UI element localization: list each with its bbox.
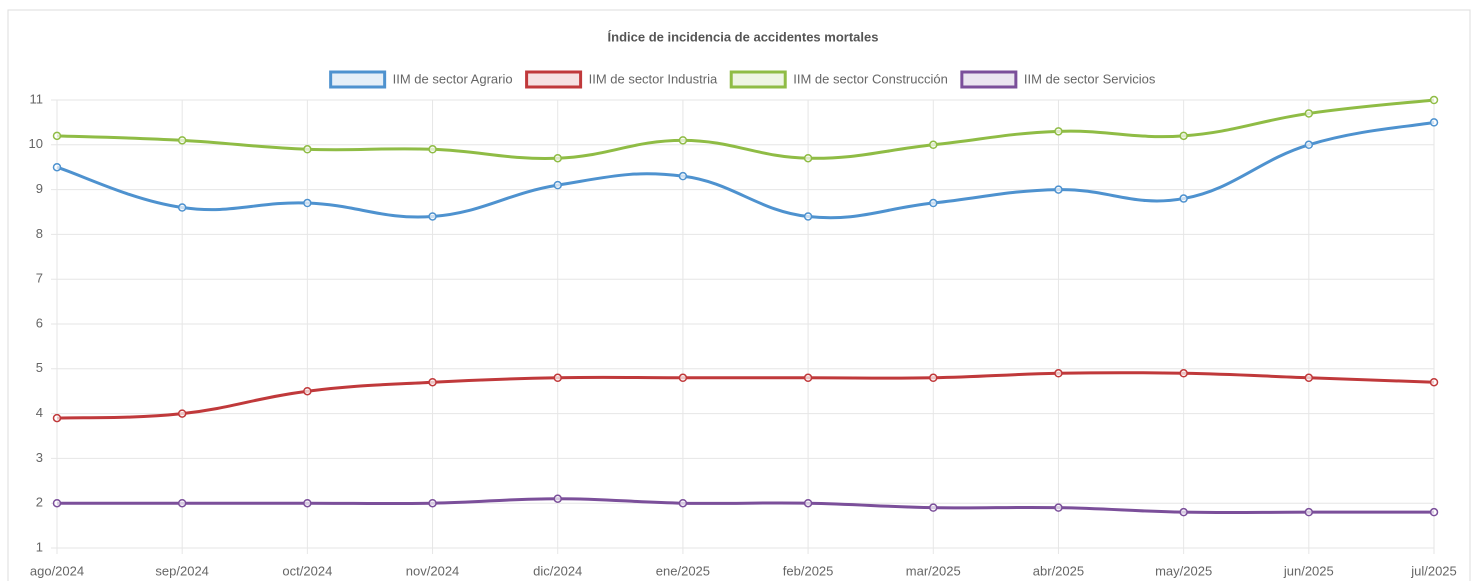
- y-tick-label: 10: [29, 136, 43, 151]
- data-point: [803, 373, 813, 383]
- legend-label: IIM de sector Agrario: [393, 71, 513, 86]
- legend-label: IIM de sector Industria: [589, 71, 718, 86]
- data-point: [303, 386, 312, 396]
- data-point: [1304, 373, 1314, 383]
- data-point: [428, 498, 437, 508]
- legend-swatch: [329, 70, 387, 89]
- data-point: [428, 212, 437, 221]
- data-point: [803, 212, 813, 221]
- data-point: [177, 409, 187, 418]
- series-line: [56, 371, 1435, 420]
- y-tick-label: 3: [36, 450, 43, 465]
- data-point: [929, 373, 938, 383]
- x-tick-label: sep/2024: [155, 563, 209, 578]
- chart-frame: [7, 9, 1471, 581]
- data-point: [177, 498, 187, 508]
- y-tick-label: 5: [36, 360, 43, 375]
- data-point: [678, 171, 688, 181]
- series-line: [56, 98, 1435, 160]
- data-point: [52, 131, 62, 141]
- data-point: [929, 198, 938, 208]
- data-point: [1429, 118, 1439, 127]
- x-tick-label: oct/2024: [282, 563, 332, 578]
- data-point: [1429, 377, 1439, 387]
- data-point: [803, 153, 813, 163]
- data-point: [1054, 503, 1063, 512]
- data-point: [1179, 369, 1188, 378]
- x-tick-label: jun/2025: [1283, 563, 1334, 578]
- data-point: [52, 498, 62, 508]
- data-point: [1179, 507, 1188, 517]
- y-tick-label: 11: [30, 91, 44, 106]
- x-tick-label: may/2025: [1155, 563, 1212, 578]
- data-point: [428, 145, 437, 154]
- data-point: [177, 136, 187, 145]
- data-point: [553, 180, 562, 190]
- y-tick-label: 7: [36, 271, 43, 286]
- data-point: [929, 140, 938, 150]
- data-point: [428, 377, 437, 387]
- x-tick-label: dic/2024: [533, 563, 582, 578]
- legend-label: IIM de sector Servicios: [1024, 71, 1156, 86]
- data-point: [1179, 194, 1188, 203]
- data-point: [1304, 140, 1314, 150]
- data-point: [1304, 507, 1314, 517]
- data-point: [678, 498, 688, 508]
- data-point: [303, 198, 312, 208]
- y-tick-label: 4: [36, 405, 43, 420]
- legend-swatch: [960, 70, 1018, 89]
- legend-label: IIM de sector Construcción: [793, 71, 948, 86]
- data-point: [52, 162, 62, 172]
- x-tick-label: abr/2025: [1033, 563, 1084, 578]
- x-tick-label: mar/2025: [906, 563, 961, 578]
- data-point: [678, 136, 688, 145]
- x-tick-label: ago/2024: [30, 563, 84, 578]
- series-line: [56, 120, 1435, 220]
- data-point: [553, 153, 562, 163]
- data-point: [303, 498, 312, 508]
- data-point: [1429, 95, 1439, 105]
- y-tick-label: 1: [36, 539, 43, 554]
- data-point: [1054, 369, 1063, 378]
- data-point: [1179, 131, 1188, 141]
- legend-swatch: [525, 70, 583, 89]
- x-tick-label: nov/2024: [406, 563, 460, 578]
- x-tick-label: jul/2025: [1410, 563, 1457, 578]
- y-tick-label: 2: [36, 495, 43, 510]
- data-point: [1304, 109, 1314, 118]
- data-point: [177, 203, 187, 212]
- chart-title: Índice de incidencia de accidentes morta…: [608, 29, 879, 44]
- data-point: [303, 145, 312, 154]
- data-point: [1429, 507, 1439, 517]
- data-point: [678, 373, 688, 383]
- data-point: [52, 413, 62, 423]
- y-tick-label: 6: [36, 315, 43, 330]
- series-line: [57, 497, 1434, 515]
- data-point: [1054, 127, 1063, 136]
- y-tick-label: 8: [36, 226, 43, 241]
- data-point: [553, 494, 562, 503]
- y-tick-label: 9: [36, 181, 43, 196]
- x-tick-label: ene/2025: [656, 563, 710, 578]
- data-point: [1054, 185, 1063, 194]
- data-point: [803, 498, 813, 508]
- data-point: [553, 373, 562, 383]
- x-tick-label: feb/2025: [783, 563, 834, 578]
- data-point: [929, 503, 938, 512]
- legend-swatch: [729, 70, 787, 89]
